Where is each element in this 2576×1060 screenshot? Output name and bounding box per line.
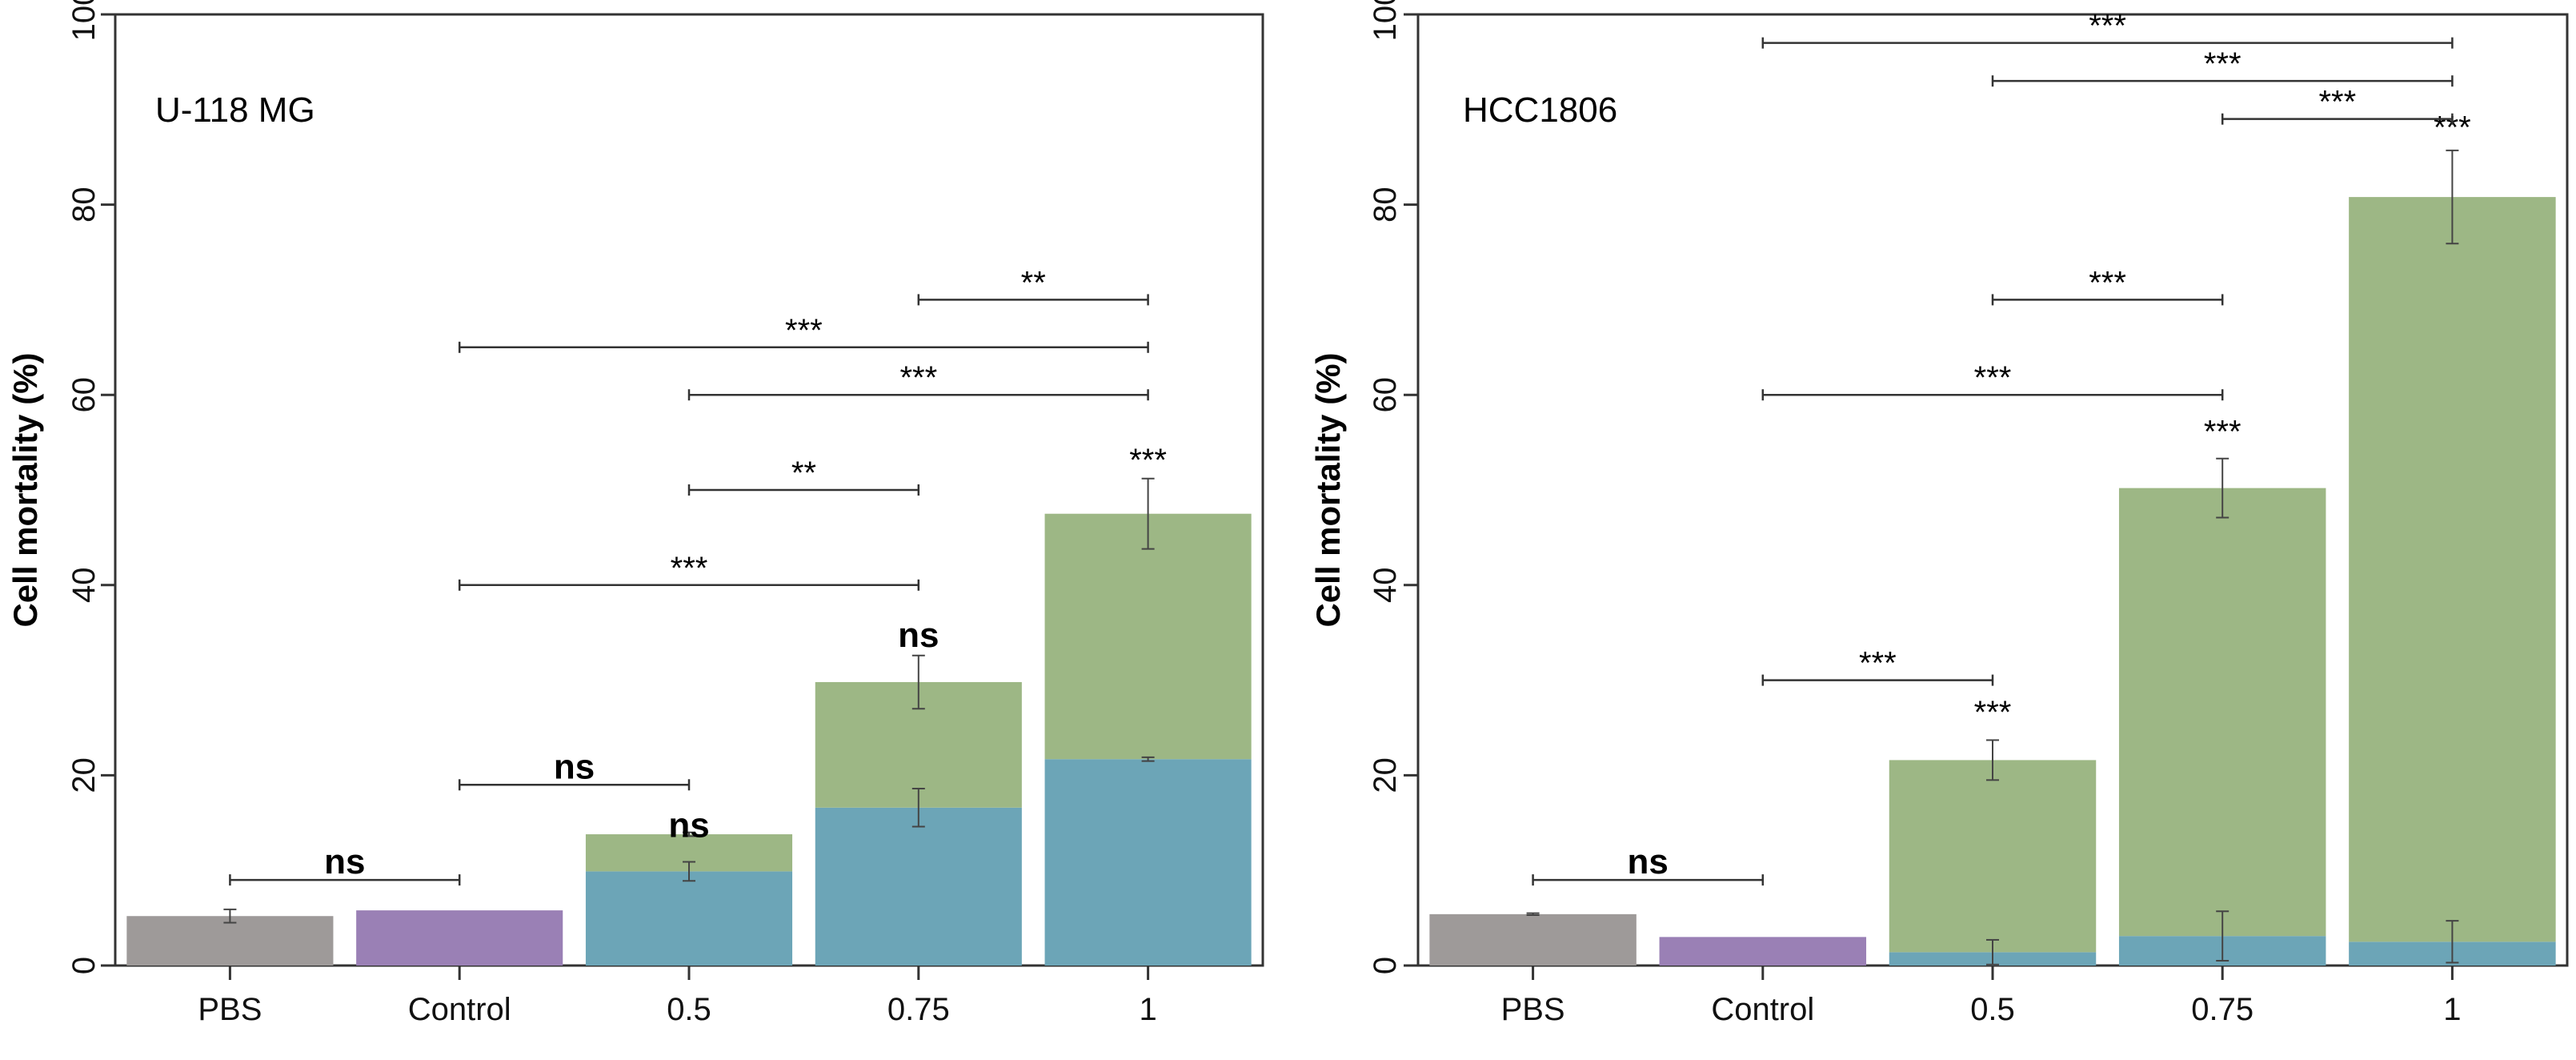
x-tick-label: Control [408, 992, 511, 1027]
comparison-label: *** [671, 551, 708, 586]
bar-green [2349, 197, 2556, 942]
y-axis-label: Cell mortality (%) [1309, 352, 1347, 627]
bar-significance-label: ns [898, 616, 939, 655]
y-axis-label: Cell mortality (%) [6, 352, 44, 627]
bar-blue [1044, 759, 1252, 966]
y-tick-label: 20 [1368, 757, 1403, 793]
bar-significance-label: *** [1974, 695, 2012, 730]
comparison-label: *** [899, 360, 937, 395]
y-tick-label: 40 [1368, 568, 1403, 604]
bar-blue [585, 871, 793, 966]
bar-green [2118, 488, 2326, 937]
y-tick-label: 60 [1368, 377, 1403, 413]
bar-purple [1659, 937, 1867, 966]
x-tick-label: Control [1711, 992, 1814, 1027]
bar-blue [815, 807, 1022, 966]
comparison-label: ns [554, 747, 595, 786]
chart-hcc1806: 0 20 40 60 80 100 PBS Control 0.5 0.75 1 Cell morta… [1309, 0, 2569, 1027]
x-tick-label: 0.5 [1970, 992, 2015, 1027]
bar-significance-label: *** [1129, 443, 1167, 478]
panel-title: U-118 MG [155, 90, 315, 130]
bar-significance-label: ns [668, 806, 709, 845]
bar-significance-label: *** [2204, 415, 2241, 450]
comparison-label: *** [785, 313, 823, 348]
bar-gray [126, 916, 334, 966]
comparison-label: *** [2089, 265, 2126, 300]
bar-green [1044, 513, 1252, 760]
y-tick-label: 80 [66, 187, 102, 223]
bar-gray [1429, 913, 1637, 966]
y-tick-label: 60 [66, 377, 102, 413]
chart-u118mg: 0 20 40 60 80 100 PBS Control 0.5 0.75 1 Cell morta… [6, 0, 1264, 1027]
x-tick-label: PBS [198, 992, 262, 1027]
comparison-label: *** [2318, 85, 2356, 120]
comparison-label: *** [2089, 9, 2126, 44]
x-tick-label: 0.75 [887, 992, 950, 1027]
comparison-label: *** [1974, 360, 2012, 395]
y-tick-label: 0 [1368, 957, 1403, 974]
x-tick-label: 0.75 [2191, 992, 2253, 1027]
y-tick-label: 100 [1368, 0, 1403, 41]
comparison-label: ns [1628, 842, 1669, 881]
y-tick-label: 100 [66, 0, 102, 41]
bar-purple [356, 910, 563, 966]
comparison-label: ns [324, 842, 365, 881]
comparison-label: ** [791, 456, 816, 491]
y-tick-label: 20 [66, 757, 102, 793]
y-tick-label: 0 [66, 957, 102, 974]
comparison-label: *** [2204, 46, 2241, 82]
x-tick-label: PBS [1501, 992, 1565, 1027]
comparison-label: *** [1859, 646, 1897, 681]
x-tick-label: 1 [1139, 992, 1156, 1027]
comparison-label: ** [1021, 265, 1046, 300]
panel-title: HCC1806 [1463, 90, 1617, 130]
y-tick-label: 40 [66, 568, 102, 604]
bar-green [1889, 760, 2097, 953]
x-tick-label: 1 [2443, 992, 2461, 1027]
x-tick-label: 0.5 [667, 992, 711, 1027]
y-tick-label: 80 [1368, 187, 1403, 223]
